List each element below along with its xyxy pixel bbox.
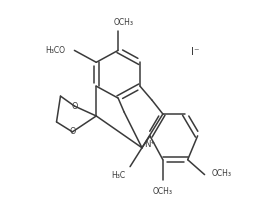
Text: O: O: [69, 127, 76, 136]
Text: H₃C: H₃C: [111, 171, 125, 180]
Text: OCH₃: OCH₃: [114, 18, 134, 27]
Text: N⁺: N⁺: [144, 140, 155, 149]
Text: OCH₃: OCH₃: [153, 187, 173, 196]
Text: O: O: [71, 101, 78, 110]
Text: H₃CO: H₃CO: [46, 46, 65, 55]
Text: OCH₃: OCH₃: [211, 169, 232, 178]
Text: I⁻: I⁻: [191, 47, 200, 57]
